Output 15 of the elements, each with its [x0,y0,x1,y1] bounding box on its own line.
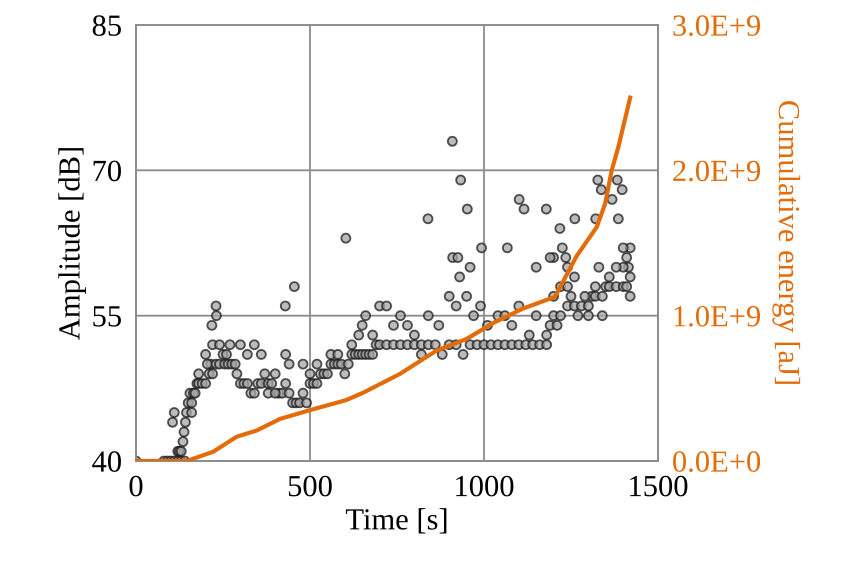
x-tick-label: 1000 [456,476,514,496]
y2-tick-label: 1.0E+9 [674,306,760,327]
y-tick-label: 40 [92,451,121,472]
x-tick-label: 500 [288,476,332,496]
y2-tick-label: 2.0E+9 [673,160,760,182]
y2-axis-title: Cumulative energy [aJ] [772,101,800,384]
y2-tick-label: 3.0E+9 [673,15,760,36]
y-tick-label: 85 [92,15,121,36]
x-axis-title: Time [s] [346,508,446,534]
y-axis-title: Amplitude [dB] [58,148,86,340]
y-tick-label: 55 [93,306,121,327]
x-tick-label: 0 [130,476,142,496]
y2-tick-label: 0.0E+0 [673,451,760,472]
x-tick-label: 1500 [630,476,688,496]
y-tick-label: 70 [94,160,121,182]
